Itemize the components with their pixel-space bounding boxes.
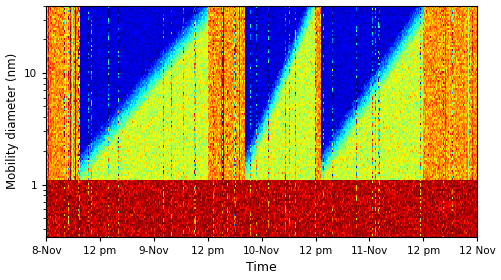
X-axis label: Time: Time: [246, 262, 277, 274]
Y-axis label: Mobility diameter (nm): Mobility diameter (nm): [6, 53, 19, 189]
